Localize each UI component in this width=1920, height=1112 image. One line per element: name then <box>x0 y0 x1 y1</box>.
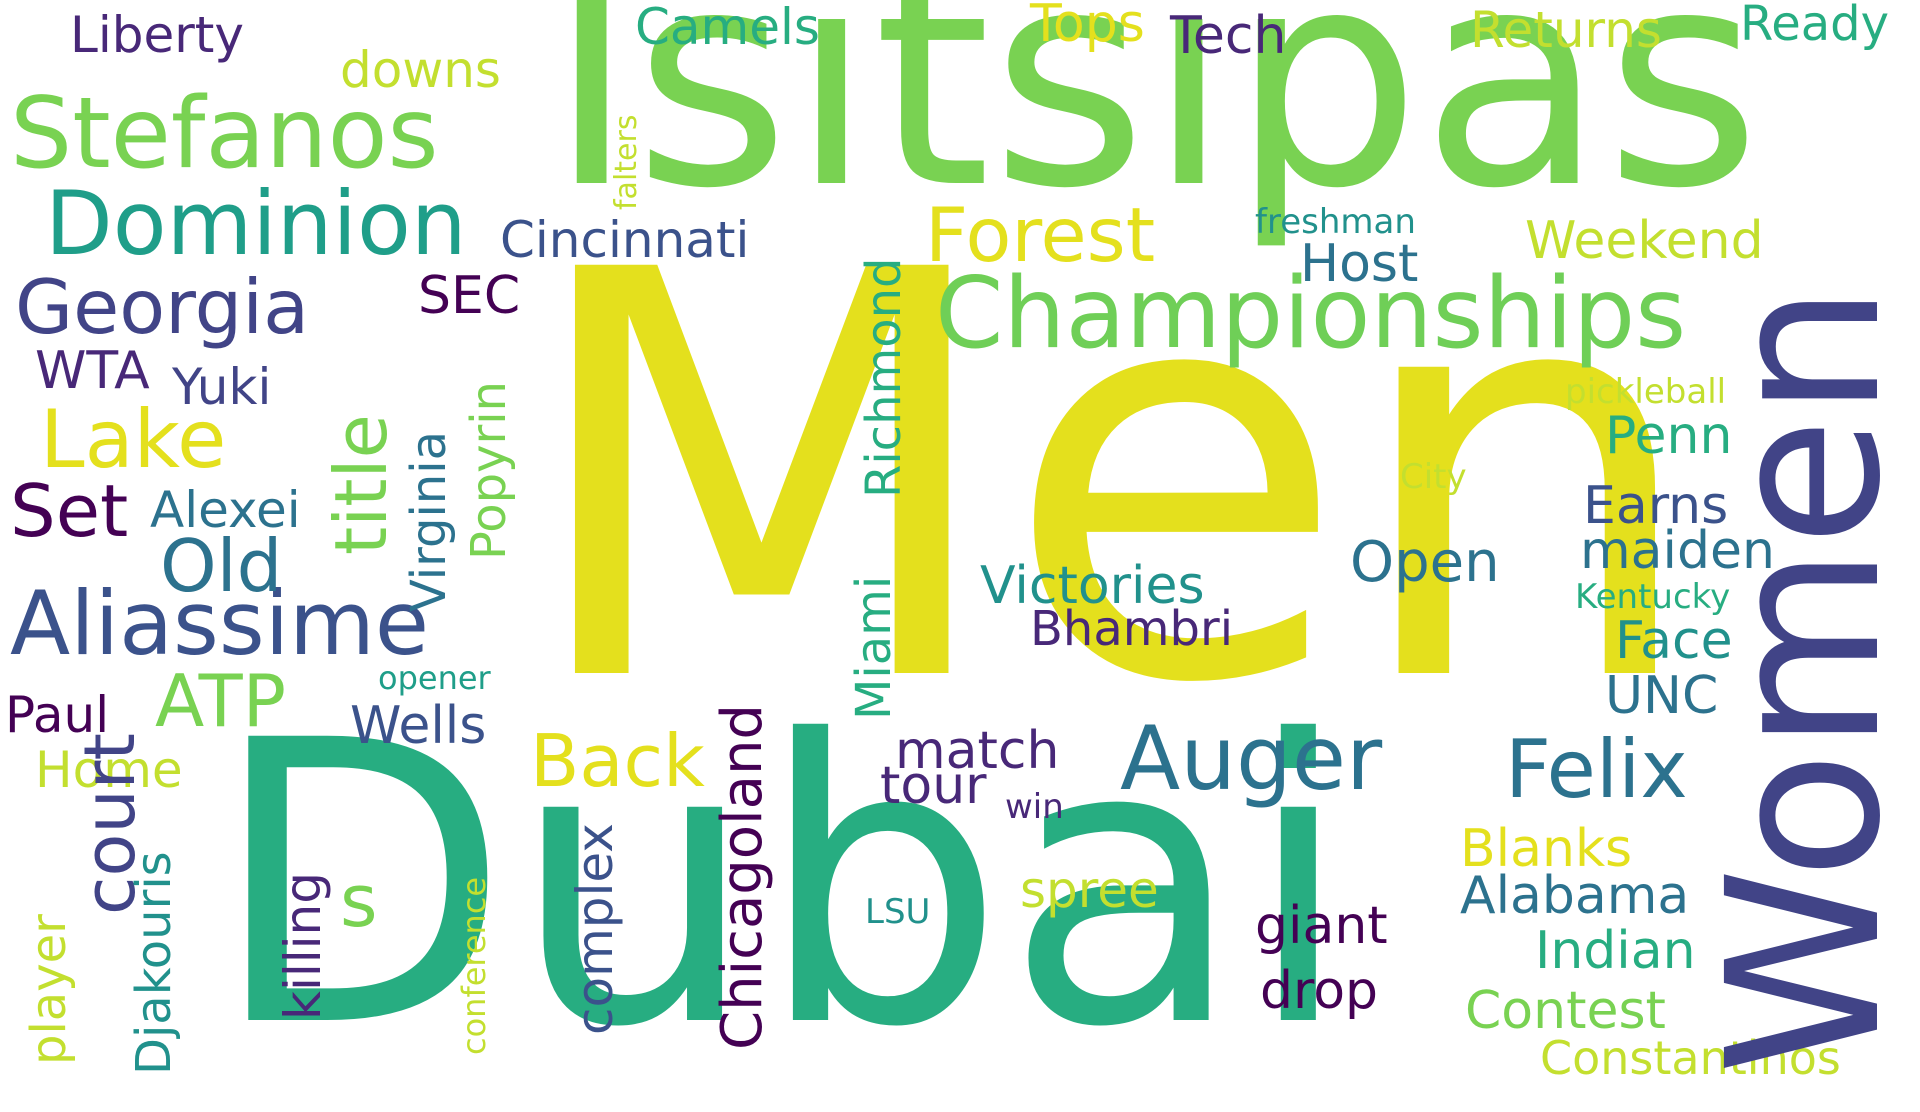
word-contest: Contest <box>1465 981 1666 1041</box>
word-victories: Victories <box>980 556 1205 616</box>
word-title: title <box>319 414 403 555</box>
word-blanks: Blanks <box>1460 819 1633 879</box>
word-weekend: Weekend <box>1525 211 1764 271</box>
word-old: Old <box>160 524 283 608</box>
word-forest: Forest <box>925 191 1156 279</box>
word-city: City <box>1400 457 1467 497</box>
word-auger: Auger <box>1120 707 1383 810</box>
word-richmond: Richmond <box>856 257 912 498</box>
word-earns: Earns <box>1583 476 1729 536</box>
word-alabama: Alabama <box>1460 866 1690 926</box>
word-s: s <box>340 859 378 943</box>
word-downs: downs <box>340 41 501 99</box>
word-wta: WTA <box>35 341 150 401</box>
word-women: Women <box>1682 284 1920 1075</box>
word-lake: Lake <box>40 393 227 486</box>
word-popyrin: Popyrin <box>461 381 517 560</box>
word-pickleball: pickleball <box>1565 372 1727 412</box>
word-djakouris: Djakouris <box>126 851 182 1075</box>
word-drop: drop <box>1260 961 1379 1021</box>
word-tops: Tops <box>1030 0 1145 54</box>
word-tsitsipas: Tsitsipas <box>500 0 1762 254</box>
word-kentucky: Kentucky <box>1575 577 1731 617</box>
word-stefanos: Stefanos <box>10 77 439 191</box>
word-giant: giant <box>1255 896 1388 956</box>
word-complex: complex <box>566 823 624 1035</box>
word-unc: UNC <box>1605 666 1719 726</box>
word-chicagoland: Chicagoland <box>710 704 775 1050</box>
word-face: Face <box>1615 611 1733 671</box>
word-dubai: Dubai <box>210 658 1353 1112</box>
word-atp: ATP <box>155 659 287 743</box>
word-virginia: Virginia <box>401 431 457 612</box>
word-host: Host <box>1300 234 1419 294</box>
word-men: Men <box>520 154 1703 806</box>
word-match: match <box>895 721 1060 781</box>
word-home: Home <box>35 741 183 799</box>
word-back: Back <box>530 719 705 803</box>
word-felix: Felix <box>1505 723 1688 816</box>
word-yuki: Yuki <box>172 358 272 416</box>
word-spree: spree <box>1020 861 1159 919</box>
word-player: player <box>21 914 77 1065</box>
word-alexei: Alexei <box>150 481 301 539</box>
word-camels: Camels <box>635 0 820 56</box>
word-cincinnati: Cincinnati <box>500 211 750 269</box>
word-liberty: Liberty <box>70 6 244 64</box>
word-conference: conference <box>455 876 493 1055</box>
word-ready: Ready <box>1740 0 1890 52</box>
word-miami: Miami <box>846 575 902 720</box>
word-maiden: maiden <box>1580 521 1775 581</box>
word-championships: Championships <box>935 257 1687 371</box>
word-wells: Wells <box>350 696 487 756</box>
word-killing: killing <box>274 872 332 1020</box>
word-opener: opener <box>378 659 491 697</box>
word-returns: Returns <box>1470 1 1662 59</box>
word-bhambri: Bhambri <box>1030 601 1234 657</box>
word-indian: Indian <box>1535 921 1696 981</box>
word-falters: falters <box>609 114 644 210</box>
word-freshman: freshman <box>1255 202 1416 242</box>
word-lsu: LSU <box>865 892 931 932</box>
word-georgia: Georgia <box>15 263 310 351</box>
word-tour: tour <box>880 756 987 816</box>
word-dominion: Dominion <box>45 172 467 275</box>
word-set: Set <box>10 469 129 553</box>
word-win: win <box>1005 787 1064 827</box>
word-tech: Tech <box>1170 6 1287 66</box>
word-penn: Penn <box>1605 406 1733 466</box>
word-sec: SEC <box>418 266 521 326</box>
word-constantinos: Constantinos <box>1540 1031 1841 1085</box>
word-open: Open <box>1350 530 1500 595</box>
word-aliassime: Aliassime <box>10 572 430 675</box>
word-paul: Paul <box>5 686 110 744</box>
